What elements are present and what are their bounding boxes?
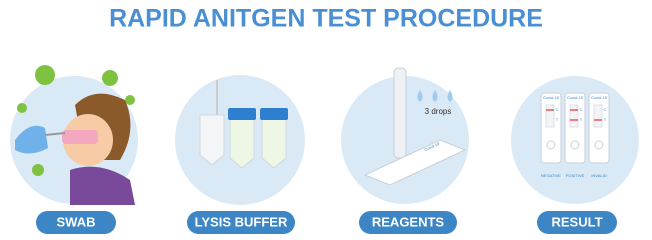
test-cassette bbox=[564, 92, 586, 164]
step-label: LYSIS BUFFER bbox=[195, 214, 288, 229]
c-label: C bbox=[580, 107, 583, 112]
virus bbox=[32, 164, 44, 176]
test-cassette bbox=[540, 92, 562, 164]
pill bbox=[187, 211, 295, 234]
step-result: Covid-19CTNEGATIVECovid-19CTPOSITIVECovi… bbox=[511, 76, 639, 204]
virus bbox=[35, 65, 55, 85]
test-result: NEGATIVE bbox=[541, 173, 561, 178]
c-label: C bbox=[556, 107, 559, 112]
pill bbox=[537, 211, 617, 234]
sample-well bbox=[546, 140, 556, 150]
pill bbox=[359, 211, 457, 234]
test-name: Covid-19 bbox=[543, 95, 560, 100]
t-label: T bbox=[556, 117, 559, 122]
test-window bbox=[545, 104, 555, 128]
drops bbox=[417, 90, 453, 102]
step-reagents: 3 drops Covid-19 bbox=[341, 67, 469, 204]
test-cassette bbox=[588, 92, 610, 164]
test-name: Covid-19 bbox=[567, 95, 584, 100]
step-swab bbox=[10, 65, 138, 205]
tube bbox=[199, 114, 225, 166]
test-name: Covid-19 bbox=[591, 95, 608, 100]
mask bbox=[62, 130, 98, 144]
test-result: INVALID bbox=[591, 173, 606, 178]
pill bbox=[36, 211, 116, 234]
title: RAPID ANITGEN TEST PROCEDURE bbox=[109, 5, 543, 33]
sample-well bbox=[594, 140, 604, 150]
sample-well bbox=[570, 140, 580, 150]
test-result: POSITIVE bbox=[566, 173, 585, 178]
virus bbox=[125, 95, 135, 105]
cassette bbox=[363, 139, 467, 186]
shirt bbox=[70, 166, 135, 205]
c-label: C bbox=[604, 107, 607, 112]
cap bbox=[260, 108, 288, 120]
virus bbox=[17, 103, 27, 113]
dropper bbox=[393, 67, 407, 159]
glove bbox=[15, 125, 48, 154]
tube bbox=[261, 117, 287, 169]
test-window bbox=[593, 104, 603, 128]
step-label: RESULT bbox=[551, 214, 602, 229]
t-label: T bbox=[580, 117, 583, 122]
step-label: REAGENTS bbox=[372, 214, 445, 229]
t-label: T bbox=[604, 117, 607, 122]
note: 3 drops bbox=[425, 107, 452, 116]
step-lysis bbox=[175, 75, 305, 205]
cap bbox=[228, 108, 256, 120]
test-window bbox=[569, 104, 579, 128]
swab-stick bbox=[44, 132, 66, 136]
tube bbox=[229, 117, 255, 169]
virus bbox=[102, 70, 118, 86]
cassette-label: Covid-19 bbox=[424, 141, 441, 153]
step-label: SWAB bbox=[57, 214, 96, 229]
